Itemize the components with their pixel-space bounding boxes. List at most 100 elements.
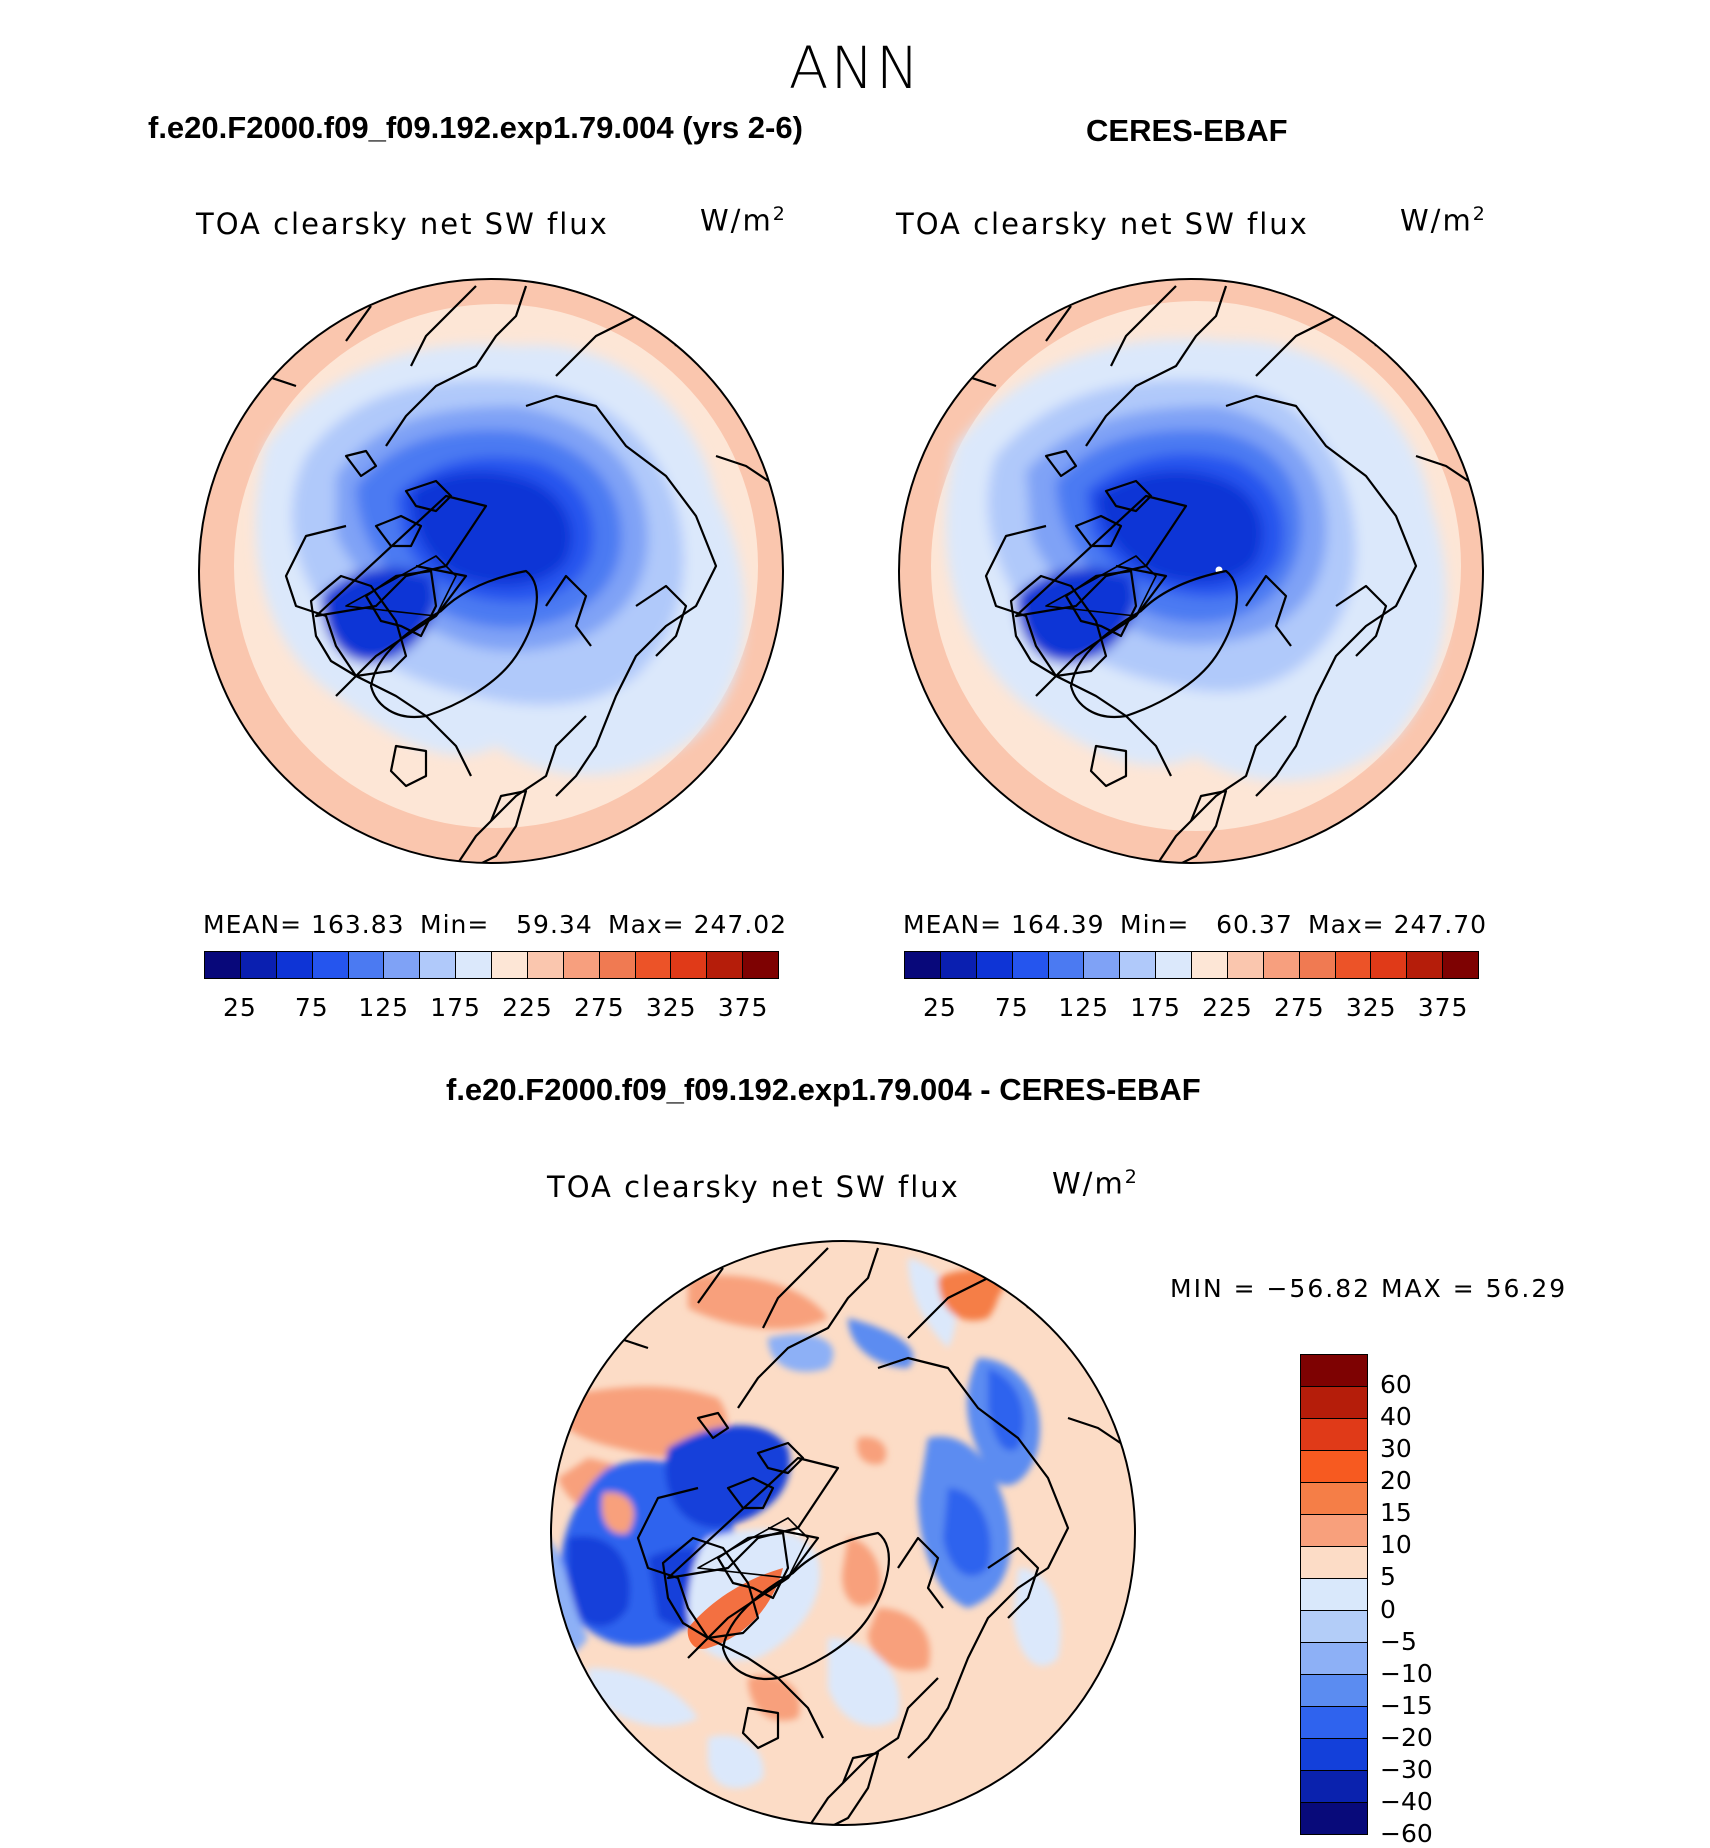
- diff-variable-title: TOA clearsky net SW flux: [547, 1170, 960, 1204]
- panel-2-colorbar-swatch: [1227, 952, 1264, 978]
- diff-minmax: MIN = −56.82 MAX = 56.29: [1170, 1274, 1568, 1303]
- panel-2-coastlines: [899, 285, 1477, 863]
- panel-1-colorbar-swatch: [527, 952, 564, 978]
- panel-1-colorbar-tick-label: 325: [645, 993, 697, 1022]
- panel-2-colorbar-swatch: [905, 952, 941, 978]
- diff-colorbar-tick-label: −30: [1380, 1754, 1433, 1784]
- diff-units: W/m2: [1052, 1166, 1139, 1201]
- panel-2-min-label: Min=: [1120, 910, 1190, 939]
- panel-1-colorbar-swatch: [635, 952, 672, 978]
- panel-2-polar-map: [898, 278, 1484, 864]
- diff-colorbar-swatch: [1301, 1483, 1367, 1515]
- diff-colorbar-swatch: [1301, 1643, 1367, 1675]
- panel-2-colorbar-swatch: [1192, 952, 1228, 978]
- diff-colorbar-tick-label: −15: [1380, 1690, 1433, 1720]
- diff-colorbar-tick-label: 10: [1380, 1530, 1412, 1560]
- diff-colorbar-swatch: [1301, 1515, 1367, 1547]
- panel-1-colorbar-tick-label: 275: [573, 993, 625, 1022]
- panel-2-colorbar-swatch: [1443, 952, 1478, 978]
- diff-colorbar-tick-label: 60: [1380, 1370, 1412, 1400]
- panel-1-units-exponent: 2: [772, 203, 787, 225]
- panel-1-min-stat: Min= 59.34: [420, 910, 593, 939]
- diff-colorbar-swatch: [1301, 1771, 1367, 1803]
- panel-2-colorbar-tick-label: 25: [923, 993, 957, 1022]
- panel-2-colorbar-swatch: [1012, 952, 1049, 978]
- panel-1-max-label: Max=: [608, 910, 685, 939]
- panel-2-colorbar-tick-label: 325: [1345, 993, 1397, 1022]
- panel-1-mean-label: MEAN=: [203, 910, 303, 939]
- panel-1-units: W/m2: [700, 203, 787, 238]
- diff-colorbar: [1300, 1354, 1368, 1835]
- panel-2-colorbar-swatch: [976, 952, 1013, 978]
- panel-1-variable-title: TOA clearsky net SW flux: [196, 207, 609, 241]
- diff-colorbar-swatch: [1301, 1547, 1367, 1579]
- panel-1-colorbar-swatch: [240, 952, 277, 978]
- panel-2-colorbar-swatch: [1120, 952, 1157, 978]
- panel-2-min-value: 60.37: [1216, 910, 1293, 939]
- diff-colorbar-swatch: [1301, 1611, 1367, 1643]
- panel-1-colorbar-swatch: [276, 952, 313, 978]
- panel-2-mean-label: MEAN=: [903, 910, 1003, 939]
- panel-2-colorbar-swatch: [1156, 952, 1192, 978]
- panel-2-colorbar-tick-label: 125: [1058, 993, 1110, 1022]
- panel-2-mean-value: 164.39: [1011, 910, 1105, 939]
- panel-2-mean-stat: MEAN= 164.39: [903, 910, 1105, 939]
- diff-colorbar-tick-label: 20: [1380, 1466, 1412, 1496]
- panel-2-colorbar-swatch: [1407, 952, 1444, 978]
- panel-2-colorbar-tick-label: 175: [1130, 993, 1181, 1022]
- panel-2-colorbar-swatch: [1335, 952, 1372, 978]
- diff-units-exponent: 2: [1124, 1166, 1139, 1188]
- diff-polar-map: [550, 1240, 1136, 1826]
- panel-2-variable-title: TOA clearsky net SW flux: [896, 207, 1309, 241]
- panel-2-colorbar: [904, 951, 1479, 979]
- panel-2-colorbar-swatch: [1371, 952, 1408, 978]
- panel-1-colorbar-swatch: [205, 952, 241, 978]
- panel-1-colorbar-tick-label: 25: [223, 993, 257, 1022]
- diff-colorbar-tick-label: 30: [1380, 1434, 1412, 1464]
- panel-2-colorbar-swatch: [1084, 952, 1121, 978]
- panel-1-colorbar-tick-label: 225: [502, 993, 553, 1022]
- panel-2-colorbar-swatch: [940, 952, 977, 978]
- panel-1-colorbar-swatch: [312, 952, 349, 978]
- panel-2-colorbar-swatch: [1263, 952, 1300, 978]
- diff-colorbar-tick-label: −20: [1380, 1722, 1433, 1752]
- panel-1-max-stat: Max= 247.02: [608, 910, 787, 939]
- panel-1-mean-stat: MEAN= 163.83: [203, 910, 405, 939]
- panel-2-colorbar-swatch: [1048, 952, 1085, 978]
- panel-2-max-label: Max=: [1308, 910, 1385, 939]
- diff-colorbar-swatch: [1301, 1451, 1367, 1483]
- panel-2-colorbar-swatch: [1299, 952, 1336, 978]
- panel-1-max-value: 247.02: [693, 910, 788, 939]
- panel-2-colorbar-tick-label: 75: [994, 993, 1029, 1022]
- diff-colorbar-swatch: [1301, 1739, 1367, 1771]
- panel-1-colorbar-tick-label: 175: [430, 993, 481, 1022]
- panel-1-mean-value: 163.83: [311, 910, 405, 939]
- panel-1-case-title: f.e20.F2000.f09_f09.192.exp1.79.004 (yrs…: [148, 110, 803, 145]
- diff-units-base: W/m: [1052, 1166, 1125, 1201]
- diff-colorbar-tick-label: 40: [1380, 1402, 1412, 1432]
- panel-2-units-exponent: 2: [1472, 203, 1487, 225]
- panel-1-colorbar-swatch: [492, 952, 528, 978]
- panel-1-colorbar-swatch: [420, 952, 457, 978]
- panel-1-colorbar-tick-label: 125: [358, 993, 410, 1022]
- season-title: ANN: [788, 34, 922, 102]
- diff-colorbar-tick-label: 5: [1380, 1562, 1396, 1592]
- diff-colorbar-swatch: [1301, 1803, 1367, 1834]
- diff-colorbar-swatch: [1301, 1355, 1367, 1387]
- panel-2-colorbar-tick-label: 375: [1417, 993, 1469, 1022]
- panel-2-units-base: W/m: [1400, 203, 1473, 238]
- panel-2-units: W/m2: [1400, 203, 1487, 238]
- panel-1-colorbar-swatch: [671, 952, 708, 978]
- panel-2-max-stat: Max= 247.70: [1308, 910, 1487, 939]
- panel-1-colorbar: [204, 951, 779, 979]
- panel-2-case-title: CERES-EBAF: [1086, 113, 1288, 148]
- diff-colorbar-swatch: [1301, 1675, 1367, 1707]
- diff-colorbar-tick-label: −10: [1380, 1658, 1433, 1688]
- panel-1-colorbar-swatch: [348, 952, 385, 978]
- panel-1-units-base: W/m: [700, 203, 773, 238]
- panel-1-colorbar-swatch: [743, 952, 778, 978]
- panel-1-colorbar-tick-label: 375: [717, 993, 769, 1022]
- panel-2-colorbar-tick-label: 225: [1202, 993, 1253, 1022]
- diff-colorbar-swatch: [1301, 1579, 1367, 1611]
- panel-1-min-label: Min=: [420, 910, 490, 939]
